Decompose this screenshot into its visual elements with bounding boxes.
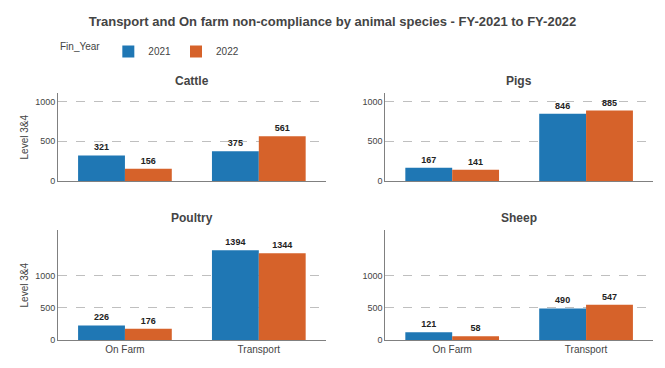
svg-text:226: 226 xyxy=(94,312,109,322)
svg-text:1000: 1000 xyxy=(35,97,55,107)
svg-text:1000: 1000 xyxy=(35,271,55,281)
svg-text:121: 121 xyxy=(421,319,436,329)
svg-text:Fin_Year: Fin_Year xyxy=(60,41,100,52)
svg-text:321: 321 xyxy=(94,142,109,152)
svg-text:885: 885 xyxy=(602,98,617,108)
svg-text:Pigs: Pigs xyxy=(506,74,532,88)
svg-text:0: 0 xyxy=(50,176,55,186)
svg-text:500: 500 xyxy=(367,303,382,313)
svg-text:Transport and On farm non-comp: Transport and On farm non-compliance by … xyxy=(89,14,577,29)
svg-text:500: 500 xyxy=(367,136,382,146)
svg-text:Poultry: Poultry xyxy=(171,211,213,225)
svg-text:Level 3&4: Level 3&4 xyxy=(19,115,30,160)
svg-text:Cattle: Cattle xyxy=(175,74,209,88)
svg-text:176: 176 xyxy=(141,316,156,326)
svg-text:Transport: Transport xyxy=(238,344,281,355)
svg-text:Level 3&4: Level 3&4 xyxy=(19,263,30,308)
svg-text:1000: 1000 xyxy=(362,97,382,107)
svg-text:156: 156 xyxy=(141,156,156,166)
svg-text:0: 0 xyxy=(377,176,382,186)
svg-text:Sheep: Sheep xyxy=(501,211,537,225)
svg-text:561: 561 xyxy=(275,123,290,133)
svg-text:1394: 1394 xyxy=(225,237,245,247)
svg-text:0: 0 xyxy=(50,335,55,345)
svg-text:1344: 1344 xyxy=(272,240,292,250)
svg-text:375: 375 xyxy=(228,138,243,148)
svg-text:On Farm: On Farm xyxy=(432,344,471,355)
svg-text:58: 58 xyxy=(471,323,481,333)
svg-text:0: 0 xyxy=(377,335,382,345)
svg-text:500: 500 xyxy=(40,303,55,313)
svg-text:141: 141 xyxy=(468,157,483,167)
svg-text:2022: 2022 xyxy=(216,46,239,57)
svg-text:490: 490 xyxy=(555,295,570,305)
svg-text:On Farm: On Farm xyxy=(105,344,144,355)
svg-text:Transport: Transport xyxy=(565,344,608,355)
svg-text:846: 846 xyxy=(555,101,570,111)
svg-text:547: 547 xyxy=(602,292,617,302)
svg-text:2021: 2021 xyxy=(148,46,171,57)
svg-text:500: 500 xyxy=(40,136,55,146)
svg-text:167: 167 xyxy=(421,155,436,165)
svg-text:1000: 1000 xyxy=(362,271,382,281)
